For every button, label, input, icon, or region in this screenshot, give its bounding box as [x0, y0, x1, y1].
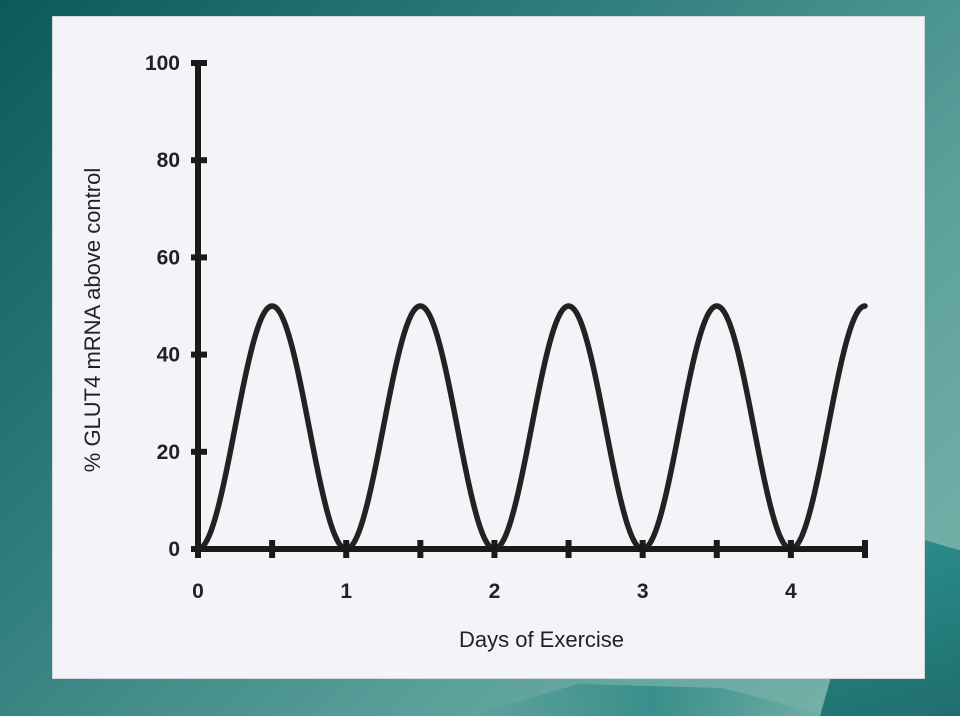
x-tick-label: 1 — [340, 580, 352, 603]
series-line — [195, 303, 868, 552]
axes-group — [195, 61, 867, 552]
x-axis-title: Days of Exercise — [459, 627, 624, 652]
x-ticks-group: 0 1 2 3 4 — [192, 540, 868, 603]
y-tick-label: 40 — [157, 344, 180, 367]
y-tick-label: 0 — [168, 538, 180, 561]
y-tick-label: 60 — [157, 246, 180, 269]
decorative-bottom-streak — [470, 684, 830, 716]
y-axis-title: % GLUT4 mRNA above control — [80, 168, 105, 472]
x-tick-label: 0 — [192, 580, 204, 603]
x-tick-label: 3 — [637, 580, 649, 603]
y-tick-label: 80 — [157, 149, 180, 172]
line-chart: 0 20 40 60 80 100 0 1 2 3 4 % GLUT4 mRNA above co… — [80, 52, 868, 652]
y-ticks-group: 0 20 40 60 80 100 — [145, 52, 207, 561]
x-tick-label: 4 — [785, 580, 797, 603]
series-curve-group — [195, 303, 868, 552]
chart-panel: 0 20 40 60 80 100 0 1 2 3 4 % GLUT4 mRNA above co… — [52, 16, 925, 679]
y-tick-label: 20 — [157, 441, 180, 464]
y-tick-label: 100 — [145, 52, 180, 75]
x-tick-label: 2 — [489, 580, 501, 603]
